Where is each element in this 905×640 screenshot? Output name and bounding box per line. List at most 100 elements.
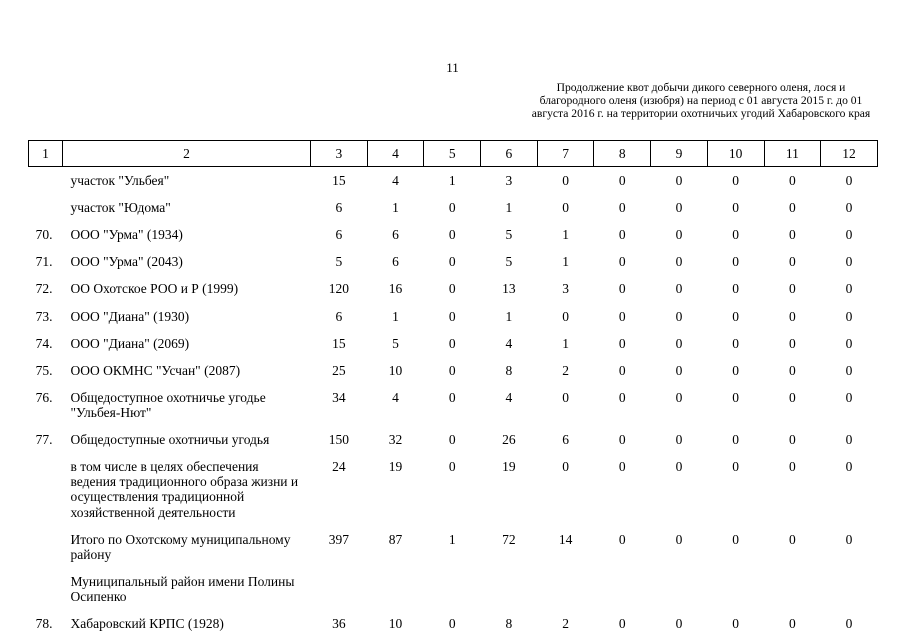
row-value: 5: [505, 254, 513, 270]
row-value: 26: [502, 432, 516, 448]
row-value: 2: [562, 362, 569, 378]
row-value: 10: [388, 362, 403, 378]
row-value: 0: [845, 389, 853, 405]
row-value: [424, 568, 481, 610]
row-value: 0: [618, 308, 626, 324]
row-number: 74.: [35, 335, 53, 351]
row-value: 1: [562, 335, 569, 351]
row-number: 72.: [35, 281, 53, 297]
row-value: 0: [448, 616, 456, 632]
continuation-note: Продолжение квот добычи дикого северного…: [531, 81, 871, 120]
row-value: 0: [618, 335, 626, 351]
row-number: 73.: [35, 308, 53, 324]
table-row: 73. ООО "Диана" (1930) 6 1 0 1 0 0 0 0 0 0: [29, 303, 878, 330]
row-value: 0: [732, 432, 740, 448]
row-value: 0: [562, 173, 569, 188]
row-value: 0: [732, 531, 740, 547]
row-value: 0: [562, 308, 569, 324]
row-value: 1: [562, 227, 569, 243]
row-value: 6: [335, 308, 343, 324]
row-value: 397: [328, 531, 349, 547]
row-number: [29, 568, 63, 610]
row-value: 34: [332, 389, 346, 405]
row-name: Общедоступные охотничьи угодья: [70, 432, 270, 448]
row-name: Общедоступное охотничье угодье "Ульбея-Н…: [70, 389, 266, 420]
row-value: 16: [388, 281, 403, 297]
row-value: 0: [675, 281, 683, 297]
row-value: 0: [448, 362, 456, 378]
row-value: 0: [618, 616, 626, 632]
row-number: 78.: [35, 616, 53, 632]
row-number: [29, 194, 63, 221]
row-value: 0: [618, 254, 626, 270]
row-value: [311, 568, 368, 610]
row-value: 4: [392, 173, 399, 188]
row-value: 0: [675, 432, 683, 448]
row-value: 6: [335, 227, 343, 243]
table-body: участок "Ульбея" 15 4 1 3 0 0 0 0 0 0 участок "Юдом…: [29, 167, 878, 638]
row-value: 0: [845, 616, 853, 632]
column-header: 10: [706, 140, 765, 167]
row-value: 0: [675, 616, 683, 632]
row-value: 0: [732, 227, 740, 243]
row-value: 0: [675, 531, 683, 547]
row-name: ОО Охотское РОО и Р (1999): [70, 281, 239, 297]
table-row: 77. Общедоступные охотничьи угодья 150 32 0 2…: [29, 426, 878, 453]
row-value: [481, 568, 538, 610]
page-number: 11: [446, 60, 459, 75]
row-name: в том числе в целях обеспечения ведения …: [70, 459, 299, 520]
row-value: 0: [732, 362, 740, 378]
row-value: 25: [332, 362, 346, 378]
row-value: 1: [392, 200, 399, 216]
column-header: 4: [366, 140, 425, 167]
row-value: 0: [845, 281, 853, 297]
row-number: [29, 453, 63, 525]
row-value: 0: [732, 281, 740, 297]
column-header: 8: [593, 140, 652, 167]
row-value: 1: [505, 200, 513, 216]
table-row: участок "Ульбея" 15 4 1 3 0 0 0 0 0 0: [29, 167, 878, 195]
row-value: 0: [448, 227, 456, 243]
row-value: 0: [732, 335, 740, 351]
row-value: 15: [332, 335, 346, 351]
row-value: 87: [388, 531, 403, 547]
row-value: 0: [788, 335, 796, 351]
row-name: Муниципальный район имени Полины Осипенк…: [70, 573, 295, 604]
row-number: 76.: [35, 389, 53, 405]
row-value: 0: [788, 254, 796, 270]
column-header: 6: [480, 140, 538, 167]
table-row: участок "Юдома" 6 1 0 1 0 0 0 0 0 0: [29, 194, 878, 221]
table-row: Муниципальный район имени Полины Осипенк…: [29, 568, 878, 610]
row-name: участок "Ульбея": [70, 173, 170, 188]
row-value: 3: [505, 173, 513, 188]
column-header: 2: [62, 140, 311, 167]
column-header: 7: [536, 140, 595, 167]
row-value: 10: [388, 616, 403, 632]
row-value: 0: [732, 254, 740, 270]
row-name: ООО ОКМНС "Усчан" (2087): [70, 362, 241, 378]
row-value: 0: [788, 389, 796, 405]
row-value: 0: [845, 362, 853, 378]
row-value: 0: [732, 459, 740, 475]
row-value: 0: [675, 389, 683, 405]
row-value: 0: [448, 200, 456, 216]
row-value: 0: [732, 389, 740, 405]
row-value: 1: [562, 254, 569, 270]
row-value: 0: [675, 459, 683, 475]
row-value: 0: [562, 200, 569, 216]
table-row: 72. ОО Охотское РОО и Р (1999) 120 16 0 13 3 0 0…: [29, 275, 878, 302]
table-row: 71. ООО "Урма" (2043) 5 6 0 5 1 0 0 0 0 0: [29, 248, 878, 275]
row-number: 70.: [35, 227, 53, 243]
row-value: 4: [505, 389, 513, 405]
column-header: 12: [820, 140, 878, 167]
column-header: 3: [310, 140, 368, 167]
row-value: 5: [335, 254, 343, 270]
row-value: [651, 568, 708, 610]
row-number: [29, 526, 63, 568]
row-value: 0: [845, 200, 853, 216]
row-value: 6: [392, 254, 399, 270]
row-value: 0: [675, 308, 683, 324]
row-value: 36: [332, 616, 346, 632]
row-value: 0: [845, 227, 853, 243]
row-value: 19: [388, 459, 403, 475]
